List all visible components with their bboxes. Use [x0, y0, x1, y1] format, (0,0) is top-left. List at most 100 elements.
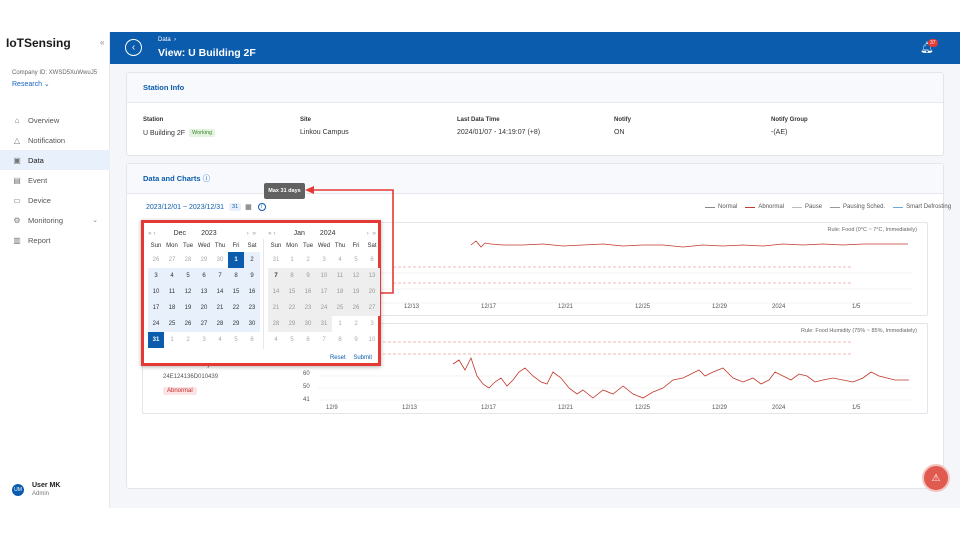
- calendar-day[interactable]: 14: [268, 284, 284, 300]
- calendar-day[interactable]: 9: [244, 268, 260, 284]
- calendar-day[interactable]: 4: [218, 337, 222, 343]
- next-year-icon[interactable]: »: [372, 229, 376, 237]
- calendar-day[interactable]: 28: [212, 316, 228, 332]
- legend-smart-defrosting[interactable]: Smart Defrosting: [893, 204, 951, 210]
- calendar-day[interactable]: 31: [316, 316, 332, 332]
- calendar-day[interactable]: 28: [184, 257, 192, 263]
- calendar-day[interactable]: 26: [180, 316, 196, 332]
- calendar-day[interactable]: 10: [316, 268, 332, 284]
- calendar-icon[interactable]: ▦: [245, 204, 252, 211]
- calendar-day[interactable]: 23: [300, 300, 316, 316]
- next-year-icon[interactable]: »: [252, 229, 256, 237]
- calendar-day[interactable]: 6: [370, 257, 374, 263]
- calendar-day[interactable]: 10: [148, 284, 164, 300]
- back-button[interactable]: ‹: [125, 39, 142, 56]
- calendar-day[interactable]: 19: [348, 284, 364, 300]
- sidebar-item-data[interactable]: ▣ Data: [0, 150, 110, 170]
- sidebar-item-device[interactable]: ▭ Device: [0, 190, 110, 210]
- calendar-day[interactable]: 1: [228, 252, 244, 268]
- calendar-day[interactable]: 31: [272, 257, 280, 263]
- calendar-day[interactable]: 3: [322, 257, 326, 263]
- calendar-day[interactable]: 21: [268, 300, 284, 316]
- calendar-day[interactable]: 2: [306, 257, 310, 263]
- calendar-day[interactable]: 29: [200, 257, 208, 263]
- calendar-day[interactable]: 23: [244, 300, 260, 316]
- calendar-day[interactable]: 14: [212, 284, 228, 300]
- legend-normal[interactable]: Normal: [705, 204, 737, 210]
- calendar-day[interactable]: 29: [228, 316, 244, 332]
- calendar-day[interactable]: 1: [290, 257, 294, 263]
- next-month-icon[interactable]: ›: [366, 229, 369, 237]
- role-selector[interactable]: Research ⌄: [12, 81, 50, 88]
- calendar-day[interactable]: 30: [216, 257, 224, 263]
- calendar-day[interactable]: 3: [148, 268, 164, 284]
- calendar-day[interactable]: 5: [180, 268, 196, 284]
- calendar-day[interactable]: 5: [290, 337, 294, 343]
- calendar-day[interactable]: 29: [284, 316, 300, 332]
- calendar-day[interactable]: 6: [306, 337, 310, 343]
- calendar-day[interactable]: 13: [364, 268, 380, 284]
- legend-abnormal[interactable]: Abnormal: [745, 204, 784, 210]
- calendar-day[interactable]: 25: [164, 316, 180, 332]
- calendar-day[interactable]: 11: [164, 284, 180, 300]
- calendar-day[interactable]: 17: [316, 284, 332, 300]
- calendar-day[interactable]: 12: [180, 284, 196, 300]
- calendar-day[interactable]: 19: [180, 300, 196, 316]
- calendar-day[interactable]: 30: [300, 316, 316, 332]
- calendar-day[interactable]: 18: [164, 300, 180, 316]
- month-label[interactable]: Dec: [173, 229, 187, 237]
- calendar-day[interactable]: 6: [250, 337, 254, 343]
- user-profile[interactable]: UM User MK Admin: [12, 482, 60, 497]
- prev-month-icon[interactable]: ‹: [273, 229, 276, 237]
- calendar-day[interactable]: 6: [196, 268, 212, 284]
- calendar-day[interactable]: 3: [202, 337, 206, 343]
- calendar-day[interactable]: 7: [268, 268, 284, 284]
- calendar-day[interactable]: 7: [212, 268, 228, 284]
- alert-fab-button[interactable]: ⚠: [922, 464, 950, 492]
- calendar-day[interactable]: 24: [148, 316, 164, 332]
- info-icon[interactable]: ⓘ: [202, 174, 211, 183]
- calendar-day[interactable]: 15: [284, 284, 300, 300]
- calendar-day[interactable]: 26: [348, 300, 364, 316]
- calendar-day[interactable]: 2: [354, 321, 358, 327]
- calendar-day[interactable]: 20: [364, 284, 380, 300]
- calendar-day[interactable]: 13: [196, 284, 212, 300]
- calendar-day[interactable]: 27: [364, 300, 380, 316]
- year-label[interactable]: 2023: [201, 229, 217, 237]
- calendar-day[interactable]: 11: [332, 268, 348, 284]
- calendar-day[interactable]: 31: [148, 332, 164, 348]
- calendar-day[interactable]: 4: [338, 257, 342, 263]
- calendar-day[interactable]: 25: [332, 300, 348, 316]
- calendar-day[interactable]: 16: [244, 284, 260, 300]
- calendar-day[interactable]: 22: [284, 300, 300, 316]
- calendar-day[interactable]: 18: [332, 284, 348, 300]
- calendar-day[interactable]: 5: [234, 337, 238, 343]
- calendar-day[interactable]: 7: [322, 337, 326, 343]
- calendar-day[interactable]: 10: [368, 337, 376, 343]
- legend-pausing-sched[interactable]: Pausing Sched.: [830, 204, 885, 210]
- sidebar-item-report[interactable]: ▥ Report: [0, 230, 110, 250]
- info-icon[interactable]: i: [257, 203, 266, 211]
- sidebar-item-event[interactable]: ▤ Event: [0, 170, 110, 190]
- calendar-day[interactable]: 26: [152, 257, 160, 263]
- sidebar-item-notification[interactable]: △ Notification: [0, 130, 110, 150]
- year-label[interactable]: 2024: [319, 229, 336, 237]
- prev-year-icon[interactable]: «: [148, 229, 152, 237]
- breadcrumb[interactable]: Data ›: [158, 37, 177, 43]
- calendar-day[interactable]: 3: [370, 321, 374, 327]
- calendar-day[interactable]: 12: [348, 268, 364, 284]
- collapse-sidebar-icon[interactable]: «: [100, 38, 105, 47]
- calendar-day[interactable]: 1: [338, 321, 342, 327]
- calendar-day[interactable]: 2: [244, 252, 260, 268]
- calendar-day[interactable]: 4: [274, 337, 278, 343]
- date-range-picker[interactable]: 2023/12/01 ~ 2023/12/31 31 ▦ i: [146, 203, 266, 211]
- calendar-day[interactable]: 22: [228, 300, 244, 316]
- prev-month-icon[interactable]: ‹: [153, 229, 156, 237]
- legend-pause[interactable]: Pause: [792, 204, 822, 210]
- calendar-day[interactable]: 30: [244, 316, 260, 332]
- month-label[interactable]: Jan: [293, 229, 305, 237]
- calendar-day[interactable]: 4: [164, 268, 180, 284]
- calendar-day[interactable]: 1: [170, 337, 174, 343]
- calendar-day[interactable]: 17: [148, 300, 164, 316]
- calendar-day[interactable]: 8: [338, 337, 342, 343]
